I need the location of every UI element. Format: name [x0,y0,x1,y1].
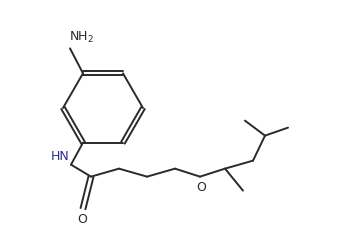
Text: O: O [196,181,206,194]
Text: HN: HN [50,150,69,163]
Text: NH$_2$: NH$_2$ [69,30,94,45]
Text: O: O [77,213,87,226]
